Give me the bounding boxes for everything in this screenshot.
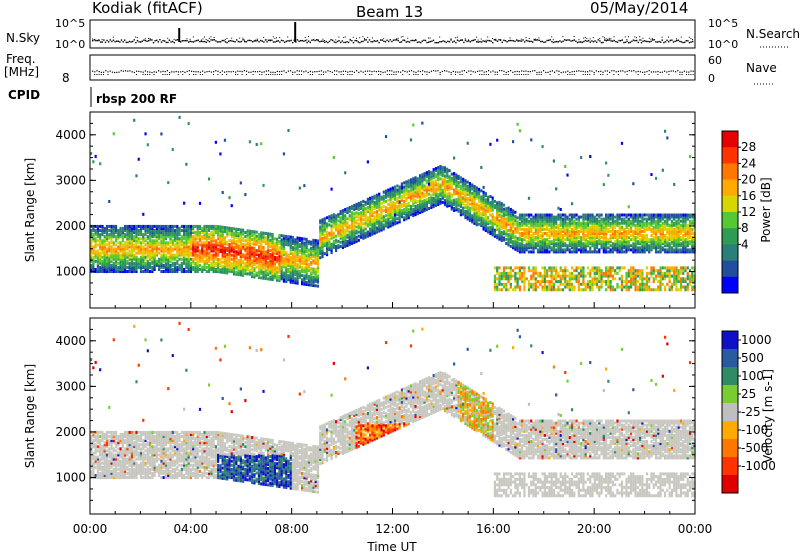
y-tick-label: 1000 — [55, 265, 86, 279]
nsearch-tick-high: 10^5 — [708, 17, 738, 30]
cpid-row: CPID rbsp 200 RF — [8, 87, 177, 107]
date-title: 05/May/2014 — [590, 0, 688, 17]
nsky-tick-high: 10^5 — [55, 17, 85, 30]
cpid-label: CPID — [8, 88, 40, 102]
velocity-ylabel: Slant Range [km] — [23, 364, 37, 468]
colorbar-tick-label: -500 — [741, 441, 768, 455]
nsearch-tick-low: 10^0 — [708, 38, 738, 51]
colorbar-swatch — [722, 439, 738, 458]
colorbar-tick-label: 25 — [741, 387, 756, 401]
y-tick-label: 2000 — [55, 219, 86, 233]
colorbar-swatch — [722, 331, 738, 350]
velocity-xlabel: Time UT — [366, 540, 417, 554]
y-tick-label: 1000 — [55, 471, 86, 485]
y-tick-label: 4000 — [55, 334, 86, 348]
x-tick-label: 20:00 — [577, 522, 612, 536]
colorbar-tick-label: 100 — [741, 369, 764, 383]
colorbar-swatch — [722, 385, 738, 404]
y-tick-label: 3000 — [55, 379, 86, 393]
colorbar-tick-label: 20 — [741, 173, 756, 187]
station-title: Kodiak (fitACF) — [92, 0, 203, 17]
y-tick-label: 3000 — [55, 173, 86, 187]
colorbar-tick-label: 12 — [741, 205, 756, 219]
colorbar-tick-label: 1000 — [741, 333, 772, 347]
freq-panel: Freq. [MHz] 8 60 0 Nave — [4, 52, 777, 85]
x-tick-label: 08:00 — [274, 522, 309, 536]
colorbar-swatch — [722, 212, 738, 229]
colorbar-swatch — [722, 195, 738, 213]
colorbar-tick-label: 500 — [741, 351, 764, 365]
colorbar-tick-label: 16 — [741, 189, 756, 203]
x-tick-label: 04:00 — [174, 522, 209, 536]
y-tick-label: 2000 — [55, 425, 86, 439]
colorbar-swatch — [722, 367, 738, 386]
velocity-colorbar-label: Velocity [m s-1] — [761, 369, 775, 463]
colorbar-tick-label: 8 — [741, 221, 749, 235]
x-tick-label: 16:00 — [476, 522, 511, 536]
colorbar-swatch — [722, 147, 738, 164]
cpid-value: rbsp 200 RF — [96, 92, 177, 106]
x-tick-label: 12:00 — [375, 522, 410, 536]
nave-tick-high: 60 — [708, 54, 722, 67]
x-tick-label: 00:00 — [678, 522, 713, 536]
power-colorbar-label: Power [dB] — [759, 177, 773, 242]
colorbar-tick-label: -25 — [741, 405, 761, 419]
power-ylabel: Slant Range [km] — [23, 158, 37, 262]
colorbar-swatch — [722, 276, 738, 294]
power-colorbar: 28 24 20 16 12 8 4 Power [dB] — [721, 130, 773, 294]
colorbar-tick-label: -100 — [741, 423, 768, 437]
nsky-label: N.Sky — [6, 31, 40, 45]
colorbar-swatch — [722, 475, 738, 494]
velocity-panel: 4000 3000 2000 1000 Slant Range [km] 00:00 0… — [23, 302, 712, 554]
x-tick-label: 00:00 — [73, 522, 108, 536]
freq-tick: 8 — [62, 71, 70, 85]
colorbar-swatch — [722, 163, 738, 181]
nave-label: Nave — [746, 61, 777, 75]
nsky-panel: N.Sky 10^5 10^0 10^5 10^0 N.Search — [6, 17, 800, 51]
colorbar-swatch — [722, 403, 738, 422]
colorbar-swatch — [722, 421, 738, 440]
colorbar-swatch — [722, 131, 738, 148]
freq-unit: [MHz] — [4, 65, 39, 79]
colorbar-swatch — [722, 349, 738, 368]
colorbar-tick-label: 24 — [741, 156, 756, 170]
power-panel: 4000 3000 2000 1000 Slant Range [km] — [23, 111, 696, 309]
colorbar-swatch — [722, 457, 738, 476]
nsearch-label: N.Search — [746, 27, 800, 41]
y-tick-label: 4000 — [55, 128, 86, 142]
nave-tick-low: 0 — [708, 72, 715, 85]
nsky-tick-low: 10^0 — [55, 38, 85, 51]
beam-title: Beam 13 — [356, 3, 423, 21]
colorbar-swatch — [722, 260, 738, 278]
velocity-colorbar: 1000 500 100 25 -25 -100 -500 -1000 Velocity [m… — [721, 330, 776, 494]
colorbar-tick-label: 4 — [741, 237, 749, 251]
colorbar-tick-label: -1000 — [741, 459, 776, 473]
freq-label: Freq. — [6, 52, 36, 66]
colorbar-swatch — [722, 179, 738, 197]
colorbar-swatch — [722, 228, 738, 245]
colorbar-tick-label: 28 — [741, 140, 756, 154]
colorbar-swatch — [722, 244, 738, 262]
